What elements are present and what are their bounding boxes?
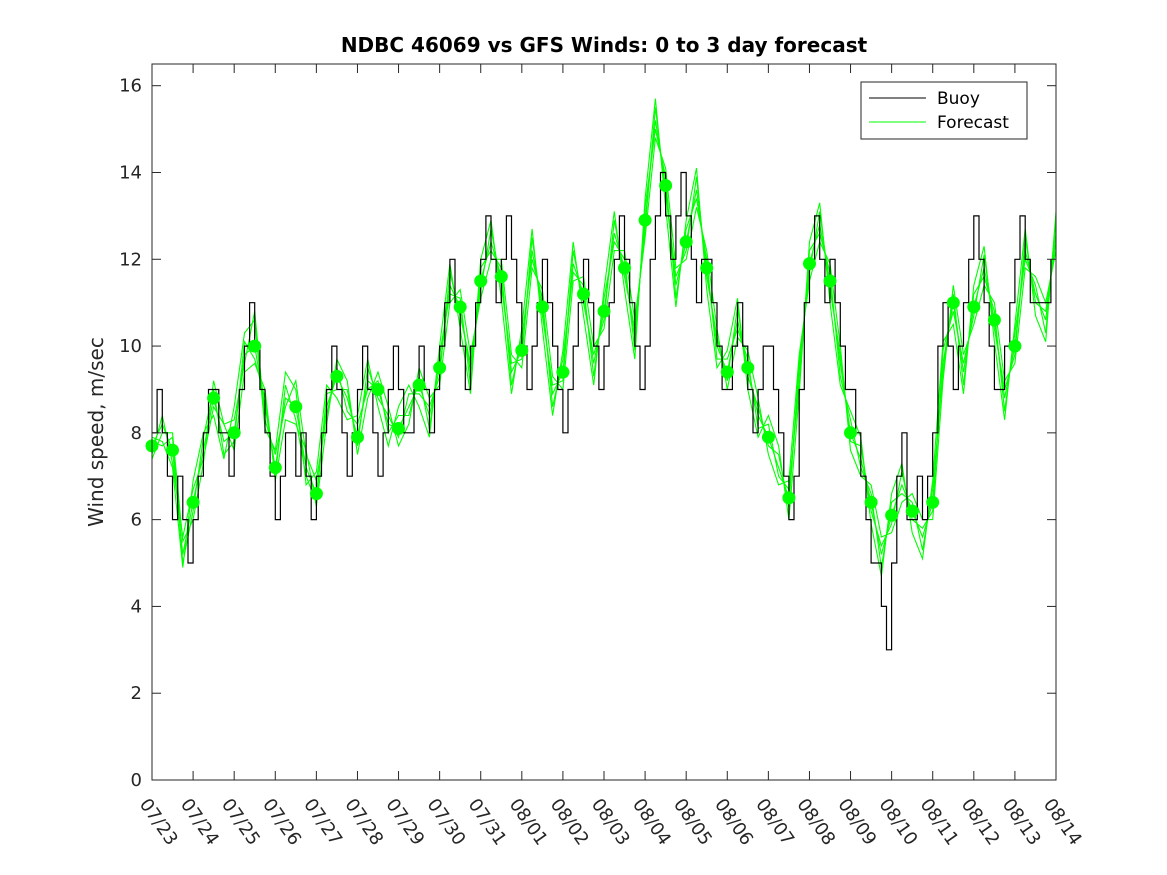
- forecast-marker: [803, 257, 816, 271]
- forecast-marker: [659, 179, 673, 192]
- y-tick-label: 10: [119, 336, 142, 357]
- forecast-marker: [186, 495, 200, 509]
- forecast-marker: [864, 495, 878, 509]
- forecast-marker: [474, 274, 488, 288]
- forecast-marker: [885, 508, 899, 522]
- y-tick-label: 2: [131, 683, 142, 704]
- forecast-marker: [268, 461, 282, 475]
- forecast-marker: [371, 383, 385, 396]
- forecast-marker: [535, 300, 549, 314]
- forecast-marker: [700, 261, 714, 275]
- buoy-line: [152, 171, 1052, 651]
- forecast-marker: [987, 313, 1001, 327]
- forecast-marker: [248, 339, 262, 353]
- forecast-marker: [412, 378, 426, 392]
- forecast-marker: [926, 495, 940, 509]
- y-axis-label: Wind speed, m/sec: [84, 337, 108, 527]
- legend: Buoy Forecast: [860, 81, 1028, 140]
- forecast-marker: [453, 300, 467, 314]
- forecast-marker: [844, 426, 857, 440]
- forecast-markers: [145, 179, 1022, 522]
- forecast-marker: [1008, 339, 1022, 353]
- forecast-run-line: [152, 137, 1056, 544]
- forecast-marker: [351, 430, 364, 444]
- forecast-marker: [679, 235, 693, 249]
- forecast-run-line: [152, 128, 1056, 568]
- y-tick-label: 0: [131, 770, 142, 791]
- forecast-marker: [618, 261, 631, 275]
- y-tick-label: 14: [119, 162, 142, 183]
- legend-label-buoy: Buoy: [937, 89, 980, 109]
- y-axis: 0 2 4 6 8 10 12 14 16: [119, 76, 1056, 791]
- forecast-marker: [515, 343, 529, 357]
- forecast-marker: [741, 361, 755, 375]
- forecast-marker: [227, 426, 241, 440]
- y-tick-label: 16: [119, 76, 142, 97]
- forecast-marker: [556, 365, 570, 379]
- forecast-marker: [597, 304, 611, 318]
- forecast-marker: [782, 491, 796, 505]
- forecast-marker: [289, 400, 303, 414]
- forecast-marker: [638, 213, 652, 227]
- legend-box: [860, 81, 1028, 140]
- forecast-marker: [309, 487, 323, 501]
- y-tick-label: 4: [131, 596, 142, 617]
- forecast-run-line: [152, 107, 1056, 564]
- forecast-marker: [967, 300, 981, 314]
- y-tick-label: 8: [131, 423, 142, 444]
- y-tick-label: 12: [119, 249, 142, 270]
- forecast-marker: [720, 365, 734, 379]
- y-tick-label: 6: [131, 510, 142, 531]
- forecast-marker: [433, 361, 447, 375]
- forecast-marker: [207, 391, 221, 405]
- forecast-marker: [392, 422, 405, 435]
- forecast-marker: [905, 504, 919, 518]
- forecast-marker: [330, 369, 344, 383]
- forecast-marker: [494, 270, 508, 284]
- forecast-marker: [166, 443, 179, 457]
- forecast-series: [152, 98, 1056, 577]
- buoy-series: [152, 171, 1052, 651]
- legend-label-forecast: Forecast: [937, 113, 1009, 133]
- forecast-marker: [577, 287, 590, 301]
- forecast-marker: [761, 430, 775, 444]
- forecast-marker: [823, 274, 837, 288]
- forecast-marker: [946, 296, 960, 310]
- chart-title: NDBC 46069 vs GFS Winds: 0 to 3 day fore…: [341, 33, 868, 57]
